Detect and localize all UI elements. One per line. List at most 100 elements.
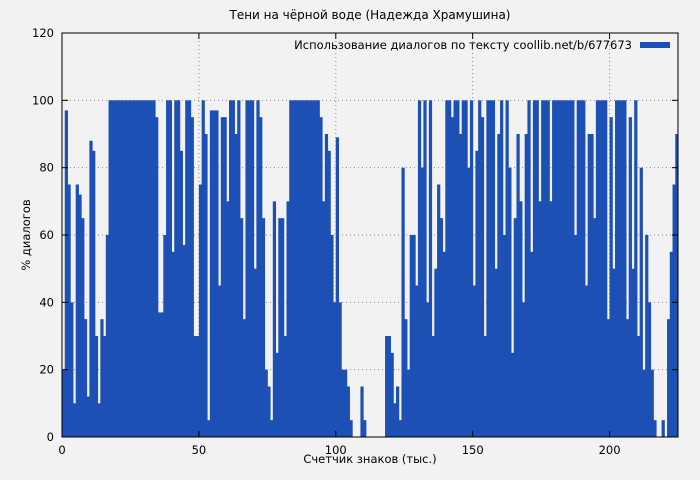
bar <box>201 100 205 437</box>
bar <box>565 100 569 437</box>
bar <box>259 117 263 438</box>
bar <box>497 134 501 437</box>
bar <box>532 100 537 437</box>
bar <box>305 100 309 437</box>
bar <box>124 100 129 437</box>
bar <box>231 100 235 437</box>
bar <box>163 235 167 437</box>
bar <box>439 218 444 437</box>
bar <box>393 403 397 437</box>
bar <box>215 110 219 437</box>
bar <box>667 319 671 437</box>
bar <box>464 100 468 437</box>
bar <box>89 140 93 437</box>
bar <box>549 201 553 437</box>
bar <box>661 420 665 437</box>
y-tick-label: 120 <box>32 26 54 40</box>
legend-swatch <box>640 42 670 48</box>
y-axis-label: % диалогов <box>19 199 33 271</box>
bar <box>541 100 545 437</box>
bar <box>505 100 509 437</box>
bar <box>442 251 446 437</box>
bar <box>174 100 178 437</box>
bar <box>237 100 241 437</box>
bar <box>75 184 79 437</box>
bar <box>615 100 619 437</box>
y-tick-label: 0 <box>47 430 54 444</box>
bar <box>300 100 304 437</box>
bar <box>472 285 476 437</box>
bar <box>111 100 115 437</box>
bar <box>193 336 197 437</box>
bar <box>119 100 123 437</box>
bar <box>387 336 392 437</box>
bar <box>190 117 194 438</box>
bar <box>83 319 88 437</box>
bar <box>226 201 230 437</box>
bar <box>171 251 175 437</box>
bar <box>239 218 244 437</box>
bar <box>631 268 635 437</box>
bar <box>319 117 323 438</box>
bar <box>467 167 471 437</box>
bar <box>552 100 556 437</box>
bar <box>363 420 367 437</box>
bar <box>628 117 632 438</box>
y-tick-label: 40 <box>39 295 54 309</box>
bar <box>576 100 580 437</box>
bar <box>653 420 657 437</box>
bar <box>461 100 465 437</box>
bar <box>176 100 181 437</box>
chart-title: Тени на чёрной воде (Надежда Храмушина) <box>229 8 511 22</box>
bar <box>571 100 575 437</box>
bar <box>92 150 96 437</box>
bar <box>554 100 559 437</box>
bar <box>453 100 457 437</box>
bar <box>152 100 156 437</box>
bar <box>634 100 638 437</box>
bar <box>289 100 293 437</box>
bar <box>579 100 583 437</box>
bar <box>157 312 162 437</box>
bar <box>412 235 416 437</box>
bar <box>606 319 611 437</box>
bar <box>135 100 140 437</box>
bar <box>415 285 419 437</box>
bar <box>204 134 208 437</box>
bar <box>620 100 624 437</box>
bar <box>114 100 118 437</box>
bar <box>316 100 320 437</box>
bar <box>675 134 678 437</box>
bar <box>333 302 337 437</box>
y-tick-label: 80 <box>39 161 54 175</box>
bar <box>563 100 567 437</box>
bar <box>486 100 490 437</box>
bar <box>647 302 652 437</box>
bar <box>338 302 342 437</box>
bar <box>595 100 600 437</box>
x-tick-label: 150 <box>462 443 484 457</box>
bar <box>584 285 589 437</box>
bar <box>212 110 216 437</box>
bar <box>275 352 279 437</box>
bar <box>229 100 233 437</box>
bar <box>330 235 334 437</box>
bar <box>324 134 329 437</box>
bar <box>396 386 400 437</box>
bar <box>390 352 394 437</box>
bar <box>302 100 307 437</box>
bar <box>521 302 526 437</box>
bar <box>209 110 214 437</box>
bar <box>278 218 282 437</box>
bar <box>516 134 520 437</box>
bar <box>360 386 364 437</box>
bar <box>144 100 148 437</box>
bar <box>291 100 296 437</box>
bar <box>311 100 315 437</box>
bar <box>543 100 548 437</box>
legend-label: Использование диалогов по тексту coollib… <box>294 38 632 52</box>
bar <box>623 100 627 437</box>
bar <box>409 235 413 437</box>
bar <box>234 134 238 437</box>
